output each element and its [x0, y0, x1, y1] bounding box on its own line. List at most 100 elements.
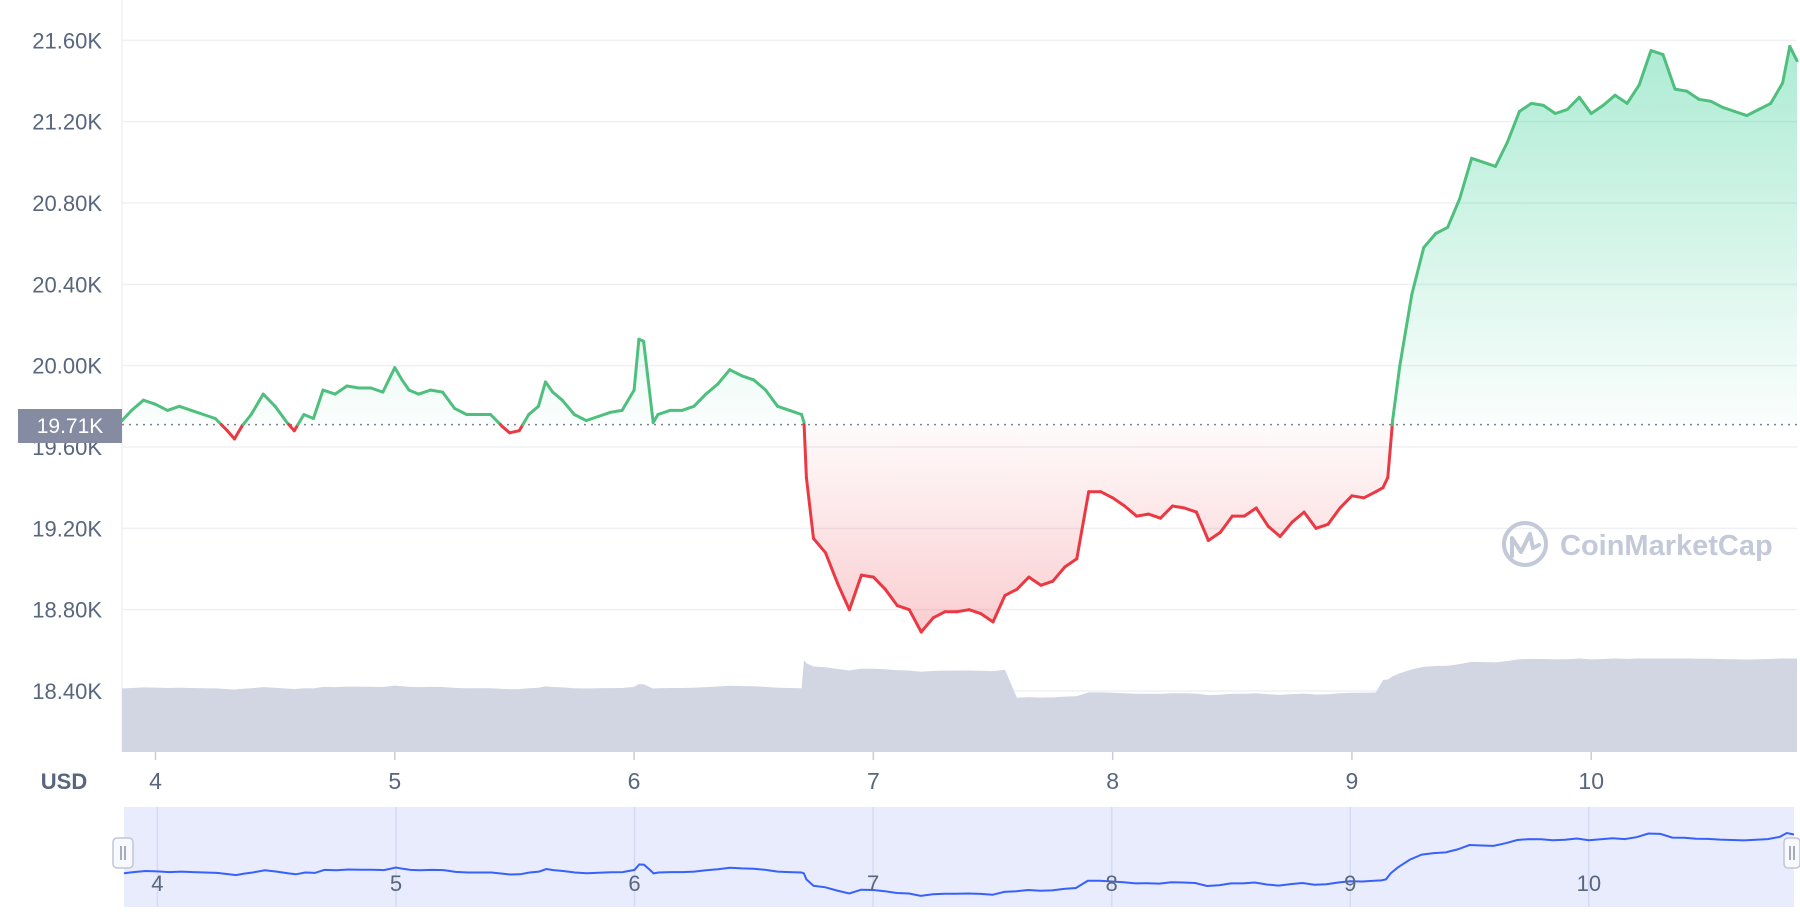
price-segment-down	[1206, 530, 1222, 542]
price-segment-up	[249, 392, 265, 416]
price-segment-up	[527, 404, 540, 416]
price-segment-up	[1470, 156, 1485, 164]
price-segment-up	[1661, 53, 1677, 91]
price-segment-up	[1541, 103, 1557, 115]
price-segment-down	[1003, 587, 1019, 597]
price-segment-up	[441, 390, 457, 410]
price-segment-up	[544, 380, 555, 394]
price-segment-up	[584, 415, 600, 423]
price-segment-up	[1788, 44, 1799, 63]
price-segment-down	[1218, 514, 1234, 534]
price-segment-down	[955, 608, 971, 614]
price-segment-up	[608, 408, 624, 414]
price-segment-up	[1517, 101, 1533, 113]
price-segment-up	[453, 406, 469, 416]
y-tick-label: 21.60K	[32, 28, 102, 53]
price-segment-down	[1278, 520, 1294, 538]
price-segment-up	[302, 413, 315, 420]
brand-watermark: CoinMarketCap	[1502, 521, 1773, 567]
price-segment-up	[646, 380, 655, 425]
price-segment-up	[1398, 293, 1414, 368]
price-segment-up	[1410, 246, 1426, 296]
price-segment-up	[166, 404, 181, 412]
price-segment-down	[1135, 512, 1150, 518]
price-segment-down	[967, 608, 983, 616]
price-segment-down	[1338, 494, 1354, 510]
price-segment-up	[1625, 83, 1641, 105]
y-tick-label: 21.20K	[32, 110, 102, 135]
price-segment-up	[1506, 110, 1521, 144]
navigator-left-handle[interactable]	[112, 837, 134, 869]
price-segment-up	[407, 388, 421, 396]
price-segment-up	[752, 378, 768, 392]
price-segment-down	[1099, 490, 1115, 500]
price-segment-down	[1362, 490, 1378, 500]
price-segment-up	[400, 378, 411, 392]
price-segment-up	[1709, 99, 1725, 109]
price-segment-up	[142, 398, 157, 406]
price-segment-up	[1589, 103, 1605, 115]
price-segment-up	[381, 366, 397, 394]
price-segment-up	[1422, 232, 1438, 250]
y-axis: 18.40K18.80K19.20K19.60K20.00K20.40K20.8…	[32, 28, 102, 704]
price-segment-up	[417, 388, 433, 396]
price-line	[120, 44, 1799, 634]
price-segment-up	[651, 413, 660, 425]
price-segment-up	[1781, 44, 1792, 85]
price-segment-up	[632, 337, 641, 392]
price-segment-up	[1757, 101, 1773, 111]
grid-lines	[121, 0, 1797, 752]
price-segment-up	[241, 413, 253, 427]
y-tick-label: 18.80K	[32, 598, 102, 623]
navigator-x-axis: 4 5 6 7 8 9 10	[151, 871, 1601, 896]
navigator-line	[123, 831, 1795, 897]
price-segment-up	[177, 404, 193, 412]
navigator-tick-label: 6	[628, 871, 640, 896]
price-segment-up	[536, 380, 547, 408]
price-segment-up	[1697, 97, 1713, 103]
price-segment-up	[1685, 89, 1701, 101]
price-segment-down	[804, 476, 815, 540]
x-tick-label: 6	[628, 768, 641, 794]
price-segment-down	[836, 581, 851, 612]
price-segment-up	[1721, 105, 1737, 113]
x-tick-label: 7	[867, 768, 880, 794]
price-segment-down	[871, 575, 887, 591]
price-segment-down	[1381, 476, 1390, 490]
price-segment-down	[233, 425, 244, 441]
y-tick-label: 20.40K	[32, 272, 102, 297]
price-segment-up	[1565, 95, 1581, 111]
price-segment-up	[273, 404, 289, 425]
price-segment-down	[501, 425, 512, 435]
price-segment-up	[261, 392, 277, 408]
price-segment-up	[1601, 93, 1617, 107]
navigator-tick-label: 4	[151, 871, 163, 896]
price-segment-up	[393, 366, 404, 382]
price-segment-up	[521, 413, 531, 427]
price-segment-up	[1446, 197, 1462, 229]
price-segment-down	[931, 610, 947, 620]
price-segment-down	[824, 551, 839, 585]
navigator-right-handle[interactable]	[1783, 837, 1800, 869]
price-segment-up	[333, 384, 349, 396]
x-tick-label: 10	[1578, 768, 1604, 794]
brand-watermark-text: CoinMarketCap	[1560, 530, 1773, 562]
price-segment-down	[1159, 504, 1174, 520]
price-segment-up	[1482, 160, 1497, 168]
navigator-window[interactable]	[124, 807, 1794, 907]
x-tick-label: 5	[388, 768, 401, 794]
y-tick-label: 18.40K	[32, 679, 102, 704]
price-segment-up	[764, 388, 780, 408]
reference-price-badge: 19.71K	[18, 409, 122, 443]
coinmarketcap-logo-icon	[1502, 521, 1548, 567]
range-navigator[interactable]: 4 5 6 7 8 9 10	[112, 807, 1800, 907]
price-segment-up	[154, 402, 169, 412]
price-segment-up	[596, 410, 612, 418]
navigator-tick-label: 5	[390, 871, 402, 896]
price-segment-up	[620, 388, 636, 412]
price-segment-up	[189, 408, 205, 416]
price-segment-up	[130, 398, 145, 412]
price-area-below-reference	[221, 424, 1393, 632]
price-segment-down	[1242, 506, 1258, 518]
price-segment-up	[1553, 108, 1569, 115]
